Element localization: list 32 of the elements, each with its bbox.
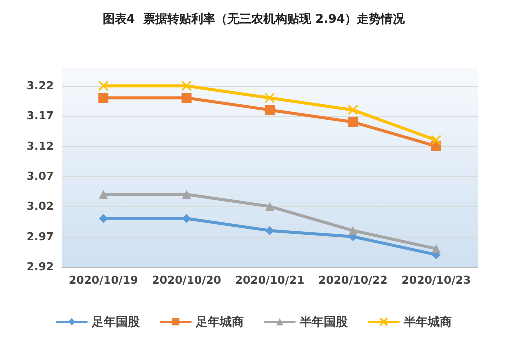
- y-tick-label: 3.07: [26, 170, 54, 184]
- y-tick-label: 2.97: [26, 230, 54, 244]
- y-tick-label: 3.02: [26, 200, 54, 214]
- point: [348, 226, 358, 236]
- legend-label: 半年国股: [299, 315, 349, 329]
- point: [432, 244, 441, 254]
- point: [182, 93, 192, 104]
- point: [182, 80, 192, 92]
- point: [264, 92, 276, 104]
- point: [348, 104, 358, 116]
- point: [99, 190, 108, 200]
- y-tick-label: 2.92: [26, 260, 54, 274]
- x-tick-label: 2020/10/22: [318, 274, 388, 287]
- chart-title: 图表4 票据转贴利率（无三农机构贴现 2.94）走势情况: [102, 12, 406, 26]
- point: [266, 226, 274, 236]
- point: [266, 202, 274, 212]
- y-tick-label: 3.12: [26, 140, 54, 153]
- x-tick-label: 2020/10/21: [235, 274, 305, 287]
- legend-label: 半年城商: [403, 315, 452, 329]
- y-tick-label: 3.22: [26, 80, 54, 93]
- point: [348, 117, 358, 128]
- point: [182, 190, 192, 200]
- point: [265, 105, 275, 116]
- point: [98, 93, 109, 104]
- y-tick-label: 3.17: [26, 110, 54, 123]
- legend-label: 足年国股: [91, 315, 141, 329]
- point: [98, 80, 109, 92]
- legend-label: 足年城商: [195, 315, 244, 329]
- x-tick-label: 2020/10/19: [68, 274, 138, 287]
- point: [431, 135, 442, 146]
- x-tick-label: 2020/10/23: [402, 274, 472, 287]
- x-tick-label: 2020/10/20: [152, 274, 222, 287]
